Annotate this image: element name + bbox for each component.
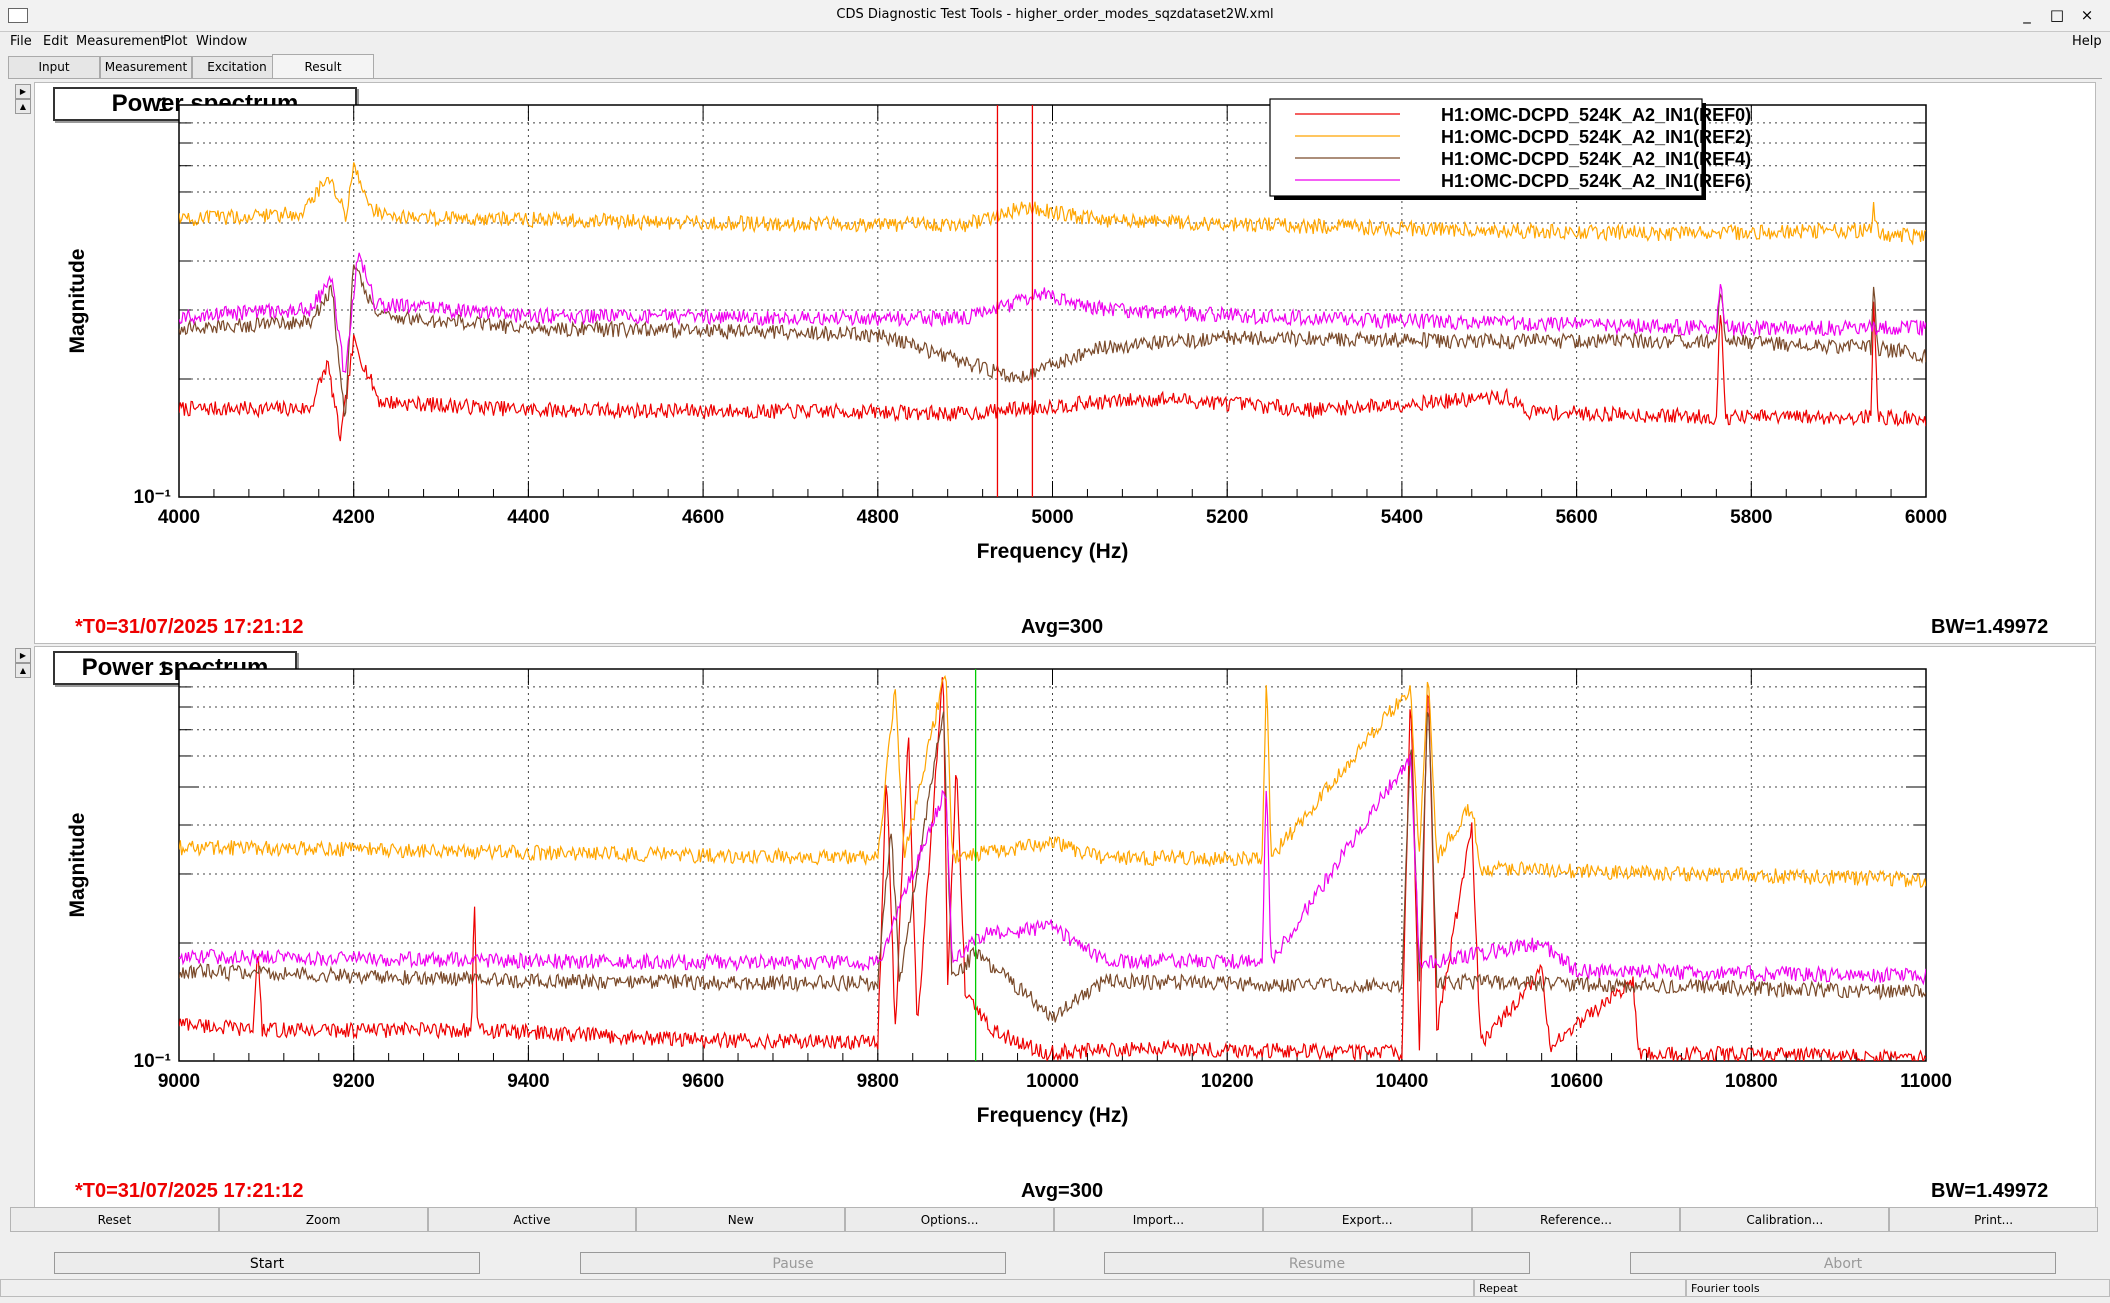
toolbar-export-button[interactable]: Export... <box>1262 1207 1472 1232</box>
x-tick-label: 6000 <box>1905 507 1947 528</box>
x-tick-label: 10600 <box>1550 1071 1603 1092</box>
plot-toolbar: Reset Zoom Active New Options... Import... Exp… <box>10 1207 2098 1233</box>
series-trace-3 <box>179 252 1926 374</box>
tab-excitation[interactable]: Excitation <box>192 56 282 78</box>
y-axis-title: Magnitude <box>66 249 89 354</box>
y-tick-label: 10⁻¹ <box>134 487 172 508</box>
collapse-arrow-icon[interactable]: ▲ <box>15 99 31 114</box>
status-fourier: Fourier tools <box>1686 1279 2110 1297</box>
tab-measurement[interactable]: Measurement <box>100 56 192 78</box>
x-axis-title: Frequency (Hz) <box>977 540 1129 563</box>
x-tick-label: 10800 <box>1725 1071 1778 1092</box>
toolbar-print-button[interactable]: Print... <box>1889 1207 2098 1232</box>
y-tick-label: 1 <box>158 95 169 116</box>
close-button[interactable]: × <box>2080 6 2094 24</box>
plot-panel-2: Power spectrum 9000 9200 9400 9600 9800 10000… <box>34 646 2096 1208</box>
x-tick-label: 5000 <box>1031 507 1073 528</box>
series-trace-1 <box>179 162 1926 246</box>
toolbar-reset-button[interactable]: Reset <box>10 1207 219 1232</box>
pause-button[interactable]: Pause <box>580 1252 1006 1274</box>
power-spectrum-plot-2[interactable]: 9000 9200 9400 9600 9800 10000 10200 10400 10600… <box>35 647 2095 1207</box>
toolbar-options-button[interactable]: Options... <box>845 1207 1054 1232</box>
y-axis-title: Magnitude <box>66 813 89 918</box>
series-trace-2 <box>179 711 1926 1023</box>
x-tick-label: 10200 <box>1201 1071 1254 1092</box>
legend-label: H1:OMC-DCPD_524K_A2_IN1(REF2) <box>1441 127 1751 147</box>
tab-result[interactable]: Result <box>272 54 374 79</box>
x-tick-label: 4200 <box>333 507 375 528</box>
x-tick-label: 10000 <box>1026 1071 1079 1092</box>
collapse-arrow-icon[interactable]: ▲ <box>15 663 31 678</box>
x-tick-label: 4600 <box>682 507 724 528</box>
tab-divider <box>8 78 2102 79</box>
menu-plot[interactable]: Plot <box>163 34 188 49</box>
menu-help[interactable]: Help <box>2072 34 2102 49</box>
series-trace-2 <box>179 264 1926 417</box>
plot-frame <box>178 668 1927 1062</box>
toolbar-reference-button[interactable]: Reference... <box>1471 1207 1681 1232</box>
legend-label: H1:OMC-DCPD_524K_A2_IN1(REF0) <box>1441 105 1751 125</box>
x-tick-label: 5800 <box>1730 507 1772 528</box>
window-title: CDS Diagnostic Test Tools - higher_order… <box>836 7 1274 22</box>
x-tick-label: 10400 <box>1375 1071 1428 1092</box>
expand-arrow-icon[interactable]: ▶ <box>15 84 31 99</box>
bw-label: BW=1.49972 <box>1931 616 2049 638</box>
minimize-button[interactable]: _ <box>2023 6 2031 24</box>
x-tick-label: 9000 <box>158 1071 200 1092</box>
plot-panel-1: Power spectrum 4000 4200 4400 4600 4800 5000 5… <box>34 82 2096 644</box>
menu-edit[interactable]: Edit <box>43 34 69 49</box>
series-trace-0 <box>179 301 1926 442</box>
legend-label: H1:OMC-DCPD_524K_A2_IN1(REF6) <box>1441 171 1751 191</box>
y-tick-label: 10⁻¹ <box>134 1051 172 1072</box>
x-tick-label: 4400 <box>507 507 549 528</box>
x-tick-label: 9200 <box>333 1071 375 1092</box>
avg-label: Avg=300 <box>1021 616 1104 638</box>
menu-measurement[interactable]: Measurement <box>76 34 166 49</box>
resume-button[interactable]: Resume <box>1104 1252 1530 1274</box>
bw-label: BW=1.49972 <box>1931 1180 2049 1202</box>
t0-label: *T0=31/07/2025 17:21:12 <box>75 1180 304 1202</box>
avg-label: Avg=300 <box>1021 1180 1104 1202</box>
y-tick-label: 1 <box>158 659 169 680</box>
series-trace-3 <box>179 754 1926 986</box>
x-axis-title: Frequency (Hz) <box>977 1104 1129 1127</box>
legend-label: H1:OMC-DCPD_524K_A2_IN1(REF4) <box>1441 149 1751 169</box>
tab-input[interactable]: Input <box>8 56 100 78</box>
status-repeat: Repeat <box>1474 1279 1686 1297</box>
power-spectrum-plot-1[interactable]: 4000 4200 4400 4600 4800 5000 5200 5400 5600 5800… <box>35 83 2095 643</box>
x-tick-label: 5400 <box>1381 507 1423 528</box>
menu-window[interactable]: Window <box>196 34 248 49</box>
x-tick-label: 4800 <box>857 507 899 528</box>
t0-label: *T0=31/07/2025 17:21:12 <box>75 616 304 638</box>
x-tick-label: 11000 <box>1900 1071 1952 1092</box>
x-tick-label: 9800 <box>857 1071 899 1092</box>
start-button[interactable]: Start <box>54 1252 480 1274</box>
title-bar: CDS Diagnostic Test Tools - higher_order… <box>0 0 2110 32</box>
x-tick-label: 9400 <box>507 1071 549 1092</box>
x-tick-label: 4000 <box>158 507 200 528</box>
app-icon <box>8 8 28 23</box>
toolbar-calibration-button[interactable]: Calibration... <box>1680 1207 1890 1232</box>
x-tick-label: 5600 <box>1555 507 1597 528</box>
abort-button[interactable]: Abort <box>1630 1252 2056 1274</box>
maximize-button[interactable]: □ <box>2049 6 2065 24</box>
series-trace-1 <box>179 675 1926 888</box>
toolbar-import-button[interactable]: Import... <box>1054 1207 1263 1232</box>
x-tick-label: 5200 <box>1206 507 1248 528</box>
toolbar-new-button[interactable]: New <box>636 1207 846 1232</box>
menu-file[interactable]: File <box>10 34 32 49</box>
series-trace-0 <box>179 677 1926 1061</box>
expand-arrow-icon[interactable]: ▶ <box>15 648 31 663</box>
toolbar-active-button[interactable]: Active <box>427 1207 637 1232</box>
x-tick-label: 9600 <box>682 1071 724 1092</box>
menu-bar: File Edit Measurement Plot Window Help <box>0 31 2110 53</box>
toolbar-zoom-button[interactable]: Zoom <box>218 1207 428 1232</box>
status-main <box>0 1279 1474 1297</box>
